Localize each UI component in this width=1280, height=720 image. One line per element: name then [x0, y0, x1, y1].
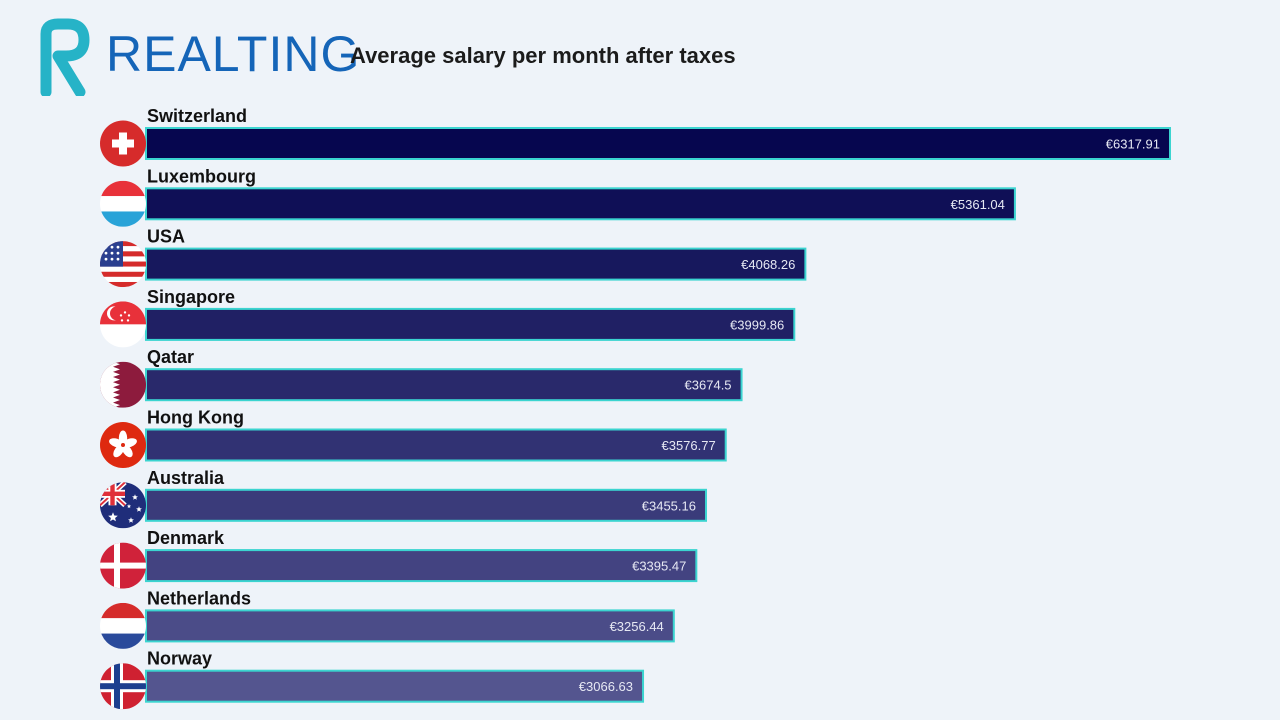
value-label: €3999.86 [730, 317, 784, 332]
bar-hong-kong [145, 428, 727, 462]
category-label: Luxembourg [147, 166, 256, 186]
category-label: Netherlands [147, 588, 251, 608]
luxembourg-flag-icon [100, 180, 146, 227]
value-label: €3395.47 [632, 559, 686, 574]
category-label: Hong Kong [147, 408, 244, 428]
usa-flag-icon [100, 241, 146, 288]
norway-flag-icon [100, 663, 146, 710]
category-label: Denmark [147, 528, 225, 548]
value-label: €3066.63 [579, 679, 633, 694]
denmark-flag-icon [100, 542, 146, 589]
category-label: Switzerland [147, 106, 247, 126]
category-label: Australia [147, 468, 225, 488]
bar-netherlands [145, 609, 675, 643]
value-label: €3576.77 [661, 438, 715, 453]
bar-denmark [145, 549, 698, 583]
australia-flag-icon [100, 482, 146, 529]
netherlands-flag-icon [100, 602, 146, 649]
bar-singapore [145, 307, 796, 341]
singapore-flag-icon [100, 301, 146, 348]
bar-usa [145, 247, 807, 281]
realting-logo-icon [40, 18, 90, 96]
bar-switzerland [145, 127, 1171, 160]
chart-title: Average salary per month after taxes [350, 43, 736, 68]
value-label: €5361.04 [951, 197, 1005, 212]
category-label: Singapore [147, 287, 235, 307]
brand-name: REALTING [106, 26, 361, 82]
bar-norway [145, 669, 645, 703]
category-label: Qatar [147, 347, 194, 367]
category-label: Norway [147, 649, 212, 669]
bar-luxembourg [145, 187, 1016, 221]
value-label: €3674.5 [685, 378, 732, 393]
qatar-flag-icon [100, 361, 146, 408]
switzerland-flag-icon [100, 120, 146, 167]
category-label: USA [147, 227, 185, 247]
value-label: €4068.26 [741, 257, 795, 272]
bar-qatar [145, 368, 743, 402]
value-label: €3455.16 [642, 498, 696, 513]
bar-australia [145, 488, 708, 522]
hong-kong-flag-icon [100, 422, 146, 468]
value-label: €6317.91 [1106, 137, 1160, 152]
value-label: €3256.44 [610, 619, 664, 634]
